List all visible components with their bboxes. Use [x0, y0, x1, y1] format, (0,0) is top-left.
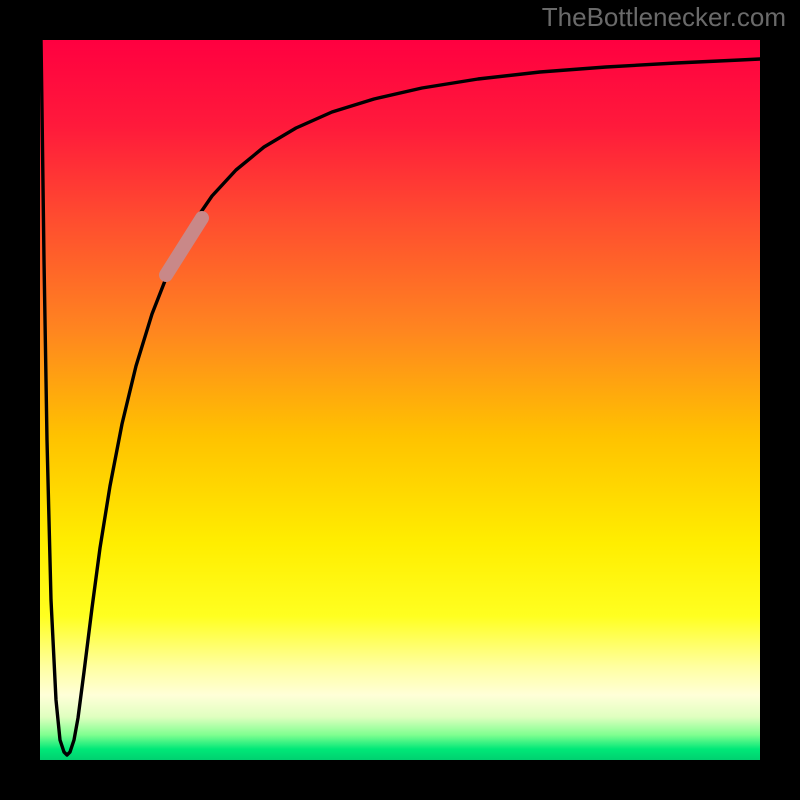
chart-background: [40, 40, 760, 760]
watermark-text: TheBottlenecker.com: [542, 2, 786, 33]
chart-svg: [0, 0, 800, 800]
chart-container: TheBottlenecker.com: [0, 0, 800, 800]
